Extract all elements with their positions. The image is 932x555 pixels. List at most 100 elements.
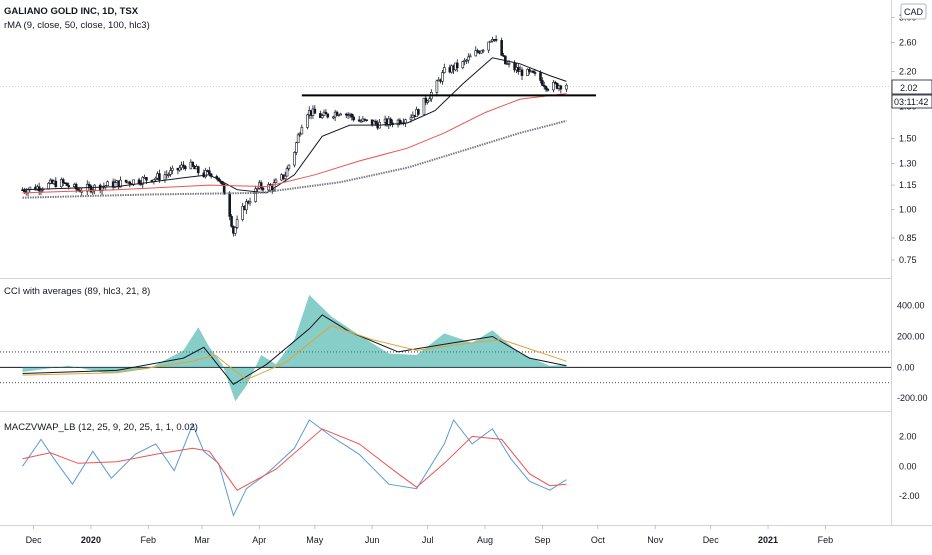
cci-average-line[interactable] <box>22 314 567 385</box>
price-candle <box>516 63 520 75</box>
candle-body <box>287 164 291 169</box>
candle-body <box>516 67 520 72</box>
candle-body <box>132 179 135 185</box>
price-candle <box>479 50 483 54</box>
moving-average-line[interactable] <box>22 57 567 194</box>
price-candle <box>41 187 45 193</box>
candle-body <box>191 161 194 167</box>
price-candle <box>61 177 65 187</box>
candle-body <box>61 179 65 183</box>
price-candle <box>191 161 194 168</box>
cci-tick-label: 400.00 <box>897 301 925 311</box>
price-candle <box>254 185 257 203</box>
price-candle <box>294 141 298 155</box>
time-tick-label: Dec <box>26 535 43 545</box>
candle-body <box>426 100 429 103</box>
price-candle <box>182 161 185 170</box>
price-candle <box>267 182 270 193</box>
cci-average-line[interactable] <box>22 325 567 381</box>
price-candle <box>296 132 300 144</box>
candle-body <box>178 167 182 171</box>
price-candle <box>559 84 563 94</box>
candle-body <box>352 116 355 121</box>
cci-area[interactable] <box>22 294 567 402</box>
price-candle <box>259 180 263 191</box>
candle-body <box>409 117 413 121</box>
time-axis[interactable]: Dec 2020 Feb Mar Apr May Jun Jul Aug Sep Oct Nov Dec… <box>26 525 834 545</box>
candle-body <box>285 168 289 177</box>
price-pane[interactable] <box>0 35 891 237</box>
price-tick-label: 1.15 <box>899 180 917 190</box>
candle-body <box>544 86 548 90</box>
symbol-title[interactable]: GALIANO GOLD INC, 1D, TSX <box>4 6 139 17</box>
candle-body <box>500 40 503 56</box>
candle-body <box>313 108 317 114</box>
candle-body <box>245 201 248 211</box>
price-candle <box>54 177 58 188</box>
price-candle <box>494 35 498 43</box>
macd-indicator-title[interactable]: MACZVWAP_LB (12, 25, 9, 20, 25, 1, 1, 0.… <box>4 422 198 433</box>
time-tick-label: Feb <box>141 535 157 545</box>
macd-tick-label: -2.00 <box>899 491 920 501</box>
price-candle <box>426 99 429 105</box>
price-candle <box>528 68 531 75</box>
price-candle <box>565 83 568 93</box>
price-candle <box>248 197 252 206</box>
ma-indicator-title[interactable]: rMA (9, close, 50, close, 100, hlc3) <box>4 20 150 31</box>
price-candle <box>481 48 485 54</box>
price-candle <box>487 41 491 54</box>
candle-body <box>154 177 157 180</box>
candle-body <box>300 127 304 135</box>
price-candle <box>422 97 426 115</box>
candle-body <box>435 80 439 93</box>
price-candle <box>442 63 446 74</box>
price-candle <box>350 113 354 121</box>
candle-body <box>65 182 69 186</box>
macd-tick-label: 2.00 <box>899 431 917 441</box>
time-tick-label: May <box>306 535 324 545</box>
price-candle <box>235 215 239 230</box>
macd-series-line[interactable] <box>22 418 567 517</box>
price-candle <box>141 175 145 189</box>
candle-body <box>145 177 148 181</box>
candle-body <box>208 170 211 175</box>
time-tick-label: Sep <box>534 535 550 545</box>
candle-body <box>283 175 287 179</box>
candle-body <box>248 201 252 204</box>
candle-body <box>476 50 479 53</box>
cci-pane[interactable] <box>0 294 891 402</box>
price-tick-label: 1.30 <box>899 159 917 169</box>
moving-average-line[interactable] <box>22 119 567 199</box>
cci-indicator-title[interactable]: CCI with averages (89, hlc3, 21, 8) <box>4 286 150 297</box>
moving-average-line[interactable] <box>22 93 567 194</box>
price-candle <box>552 79 555 93</box>
candle-body <box>39 189 43 192</box>
time-tick-label: Jul <box>422 535 434 545</box>
price-tick-label: 2.20 <box>899 67 917 77</box>
candle-body <box>552 81 555 91</box>
countdown-label: 03:11:42 <box>894 97 928 107</box>
candle-body <box>324 111 328 115</box>
candle-body <box>233 227 237 234</box>
candle-body <box>158 173 161 181</box>
price-candle <box>233 226 237 237</box>
time-tick-label: Aug <box>477 535 493 545</box>
macd-series-line[interactable] <box>22 428 567 491</box>
price-candle <box>435 79 439 97</box>
price-candle <box>465 58 468 65</box>
candle-body <box>196 166 200 174</box>
candle-body <box>235 219 239 228</box>
candle-body <box>359 120 363 123</box>
candle-body <box>507 62 511 65</box>
candle-body <box>306 114 309 128</box>
currency-badge[interactable]: CAD <box>900 3 927 20</box>
price-candle <box>520 67 524 80</box>
countdown-badge: 03:11:42 <box>891 94 932 109</box>
candle-body <box>254 188 257 202</box>
price-candle <box>346 112 350 119</box>
candle-body <box>137 179 141 184</box>
price-candle <box>339 112 343 116</box>
macd-pane[interactable] <box>22 418 567 517</box>
